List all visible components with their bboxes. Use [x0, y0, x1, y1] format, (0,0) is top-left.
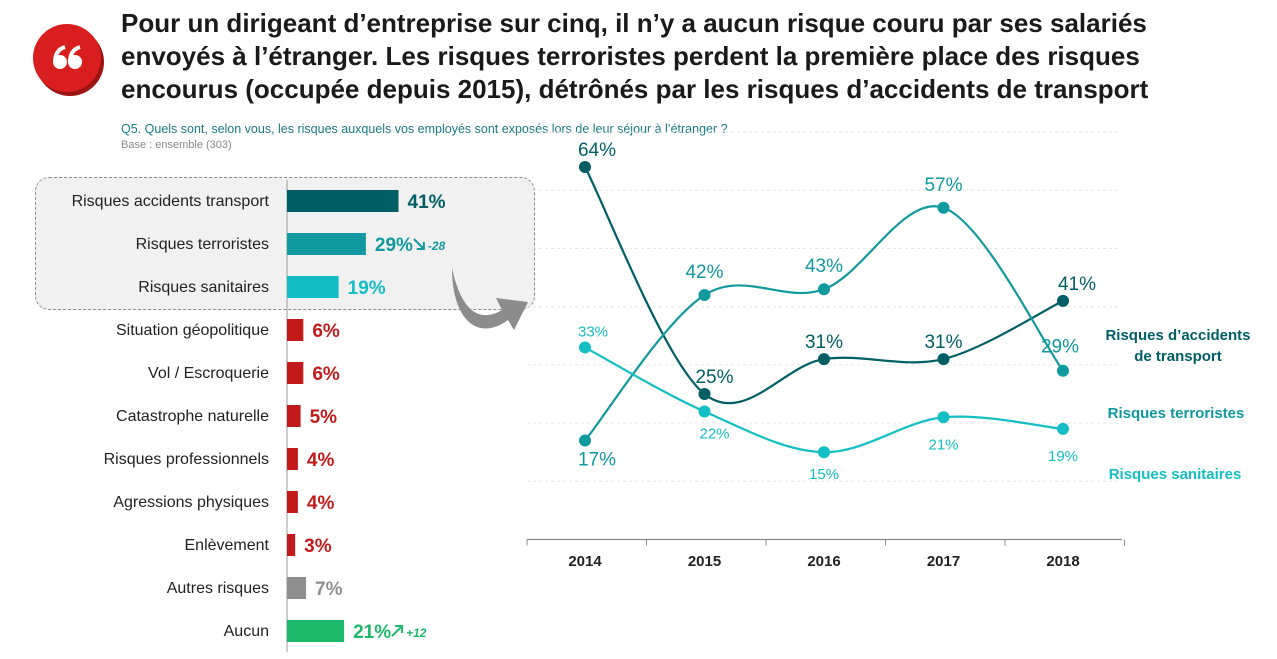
bar-value-label: 6%: [312, 321, 340, 342]
bar: [287, 276, 339, 298]
bar: [287, 233, 366, 255]
bar-change-label: -28: [428, 239, 446, 253]
data-label: 19%: [1048, 448, 1078, 465]
trend-up-icon: [391, 625, 404, 637]
legend-label: de transport: [1134, 348, 1222, 365]
bar-category-label: Enlèvement: [185, 537, 270, 554]
data-point: [818, 283, 830, 296]
headline: Pour un dirigeant d’entreprise sur cinq,…: [121, 7, 1241, 106]
legend-label: Risques sanitaires: [1109, 466, 1242, 483]
data-label: 22%: [699, 425, 729, 442]
bar-value-label: 21%: [353, 622, 391, 643]
trend-down-icon: [413, 238, 425, 250]
x-tick-label: 2018: [1046, 553, 1079, 570]
bar-value-label: 3%: [304, 536, 332, 557]
bar-category-label: Risques professionnels: [104, 451, 269, 468]
bar-category-label: Risques sanitaires: [138, 279, 269, 296]
data-point: [698, 388, 711, 400]
data-label: 21%: [928, 436, 958, 453]
data-label: 25%: [695, 367, 733, 388]
data-label: 43%: [805, 256, 843, 277]
bar-value-label: 41%: [408, 192, 446, 213]
data-label: 29%: [1041, 337, 1079, 358]
bar: [287, 620, 345, 642]
data-label: 41%: [1058, 274, 1096, 295]
top-risks-highlight: [35, 177, 535, 310]
quote-badge: [33, 24, 101, 92]
data-point: [937, 201, 950, 214]
bar-category-label: Vol / Escroquerie: [148, 365, 269, 382]
bar: [287, 405, 301, 427]
data-point: [579, 341, 591, 354]
sample-base: Base : ensemble (303): [121, 139, 232, 151]
bar-value-label: 29%: [375, 235, 413, 256]
headline-line-1: Pour un dirigeant d’entreprise sur cinq,…: [121, 8, 1147, 38]
bar-category-label: Catastrophe naturelle: [116, 408, 269, 425]
data-point: [937, 353, 950, 366]
data-point: [698, 405, 711, 418]
bar: [287, 491, 298, 513]
data-label: 31%: [924, 332, 962, 353]
data-point: [698, 289, 711, 302]
data-point: [579, 161, 591, 174]
headline-line-3: encourus (occupée depuis 2015), détrônés…: [121, 74, 1149, 104]
bar-value-label: 4%: [307, 493, 335, 514]
bar-value-label: 6%: [312, 364, 340, 385]
bar-value-label: 4%: [307, 450, 335, 471]
x-tick-label: 2015: [688, 553, 721, 570]
bar: [287, 577, 307, 599]
data-point: [937, 411, 950, 424]
data-label: 64%: [578, 140, 616, 161]
bar-category-label: Aucun: [224, 623, 269, 640]
bar-change-label: +12: [406, 626, 427, 640]
data-point: [1057, 422, 1069, 435]
series-line: [584, 166, 1064, 405]
bar-category-label: Situation géopolitique: [116, 322, 269, 339]
bar-value-label: 19%: [348, 278, 386, 299]
data-point: [818, 353, 830, 366]
bar-category-label: Risques accidents transport: [72, 193, 270, 210]
bar: [287, 190, 399, 212]
legend-label: Risques d’accidents: [1105, 327, 1250, 344]
data-label: 31%: [805, 332, 843, 353]
data-label: 15%: [809, 466, 839, 483]
bar: [287, 534, 296, 556]
data-label: 57%: [924, 175, 962, 196]
quote-icon: [53, 45, 82, 69]
data-point: [579, 434, 591, 447]
data-point: [818, 446, 830, 459]
legend-label: Risques terroristes: [1108, 405, 1245, 422]
data-point: [1057, 364, 1069, 377]
data-label: 42%: [685, 262, 723, 283]
data-label: 17%: [578, 450, 616, 471]
bar: [287, 362, 304, 384]
data-label: 33%: [578, 323, 608, 340]
bar-category-label: Autres risques: [167, 580, 269, 597]
bar-category-label: Risques terroristes: [136, 236, 269, 253]
data-point: [1057, 294, 1069, 307]
headline-line-2: envoyés à l’étranger. Les risques terror…: [121, 41, 1140, 71]
x-tick-label: 2014: [568, 553, 602, 570]
bar-value-label: 7%: [315, 579, 343, 600]
x-tick-label: 2016: [807, 553, 840, 570]
bar-category-label: Agressions physiques: [113, 494, 269, 511]
bar: [287, 319, 304, 341]
bar-value-label: 5%: [310, 407, 338, 428]
x-tick-label: 2017: [927, 553, 960, 570]
bar: [287, 448, 298, 470]
